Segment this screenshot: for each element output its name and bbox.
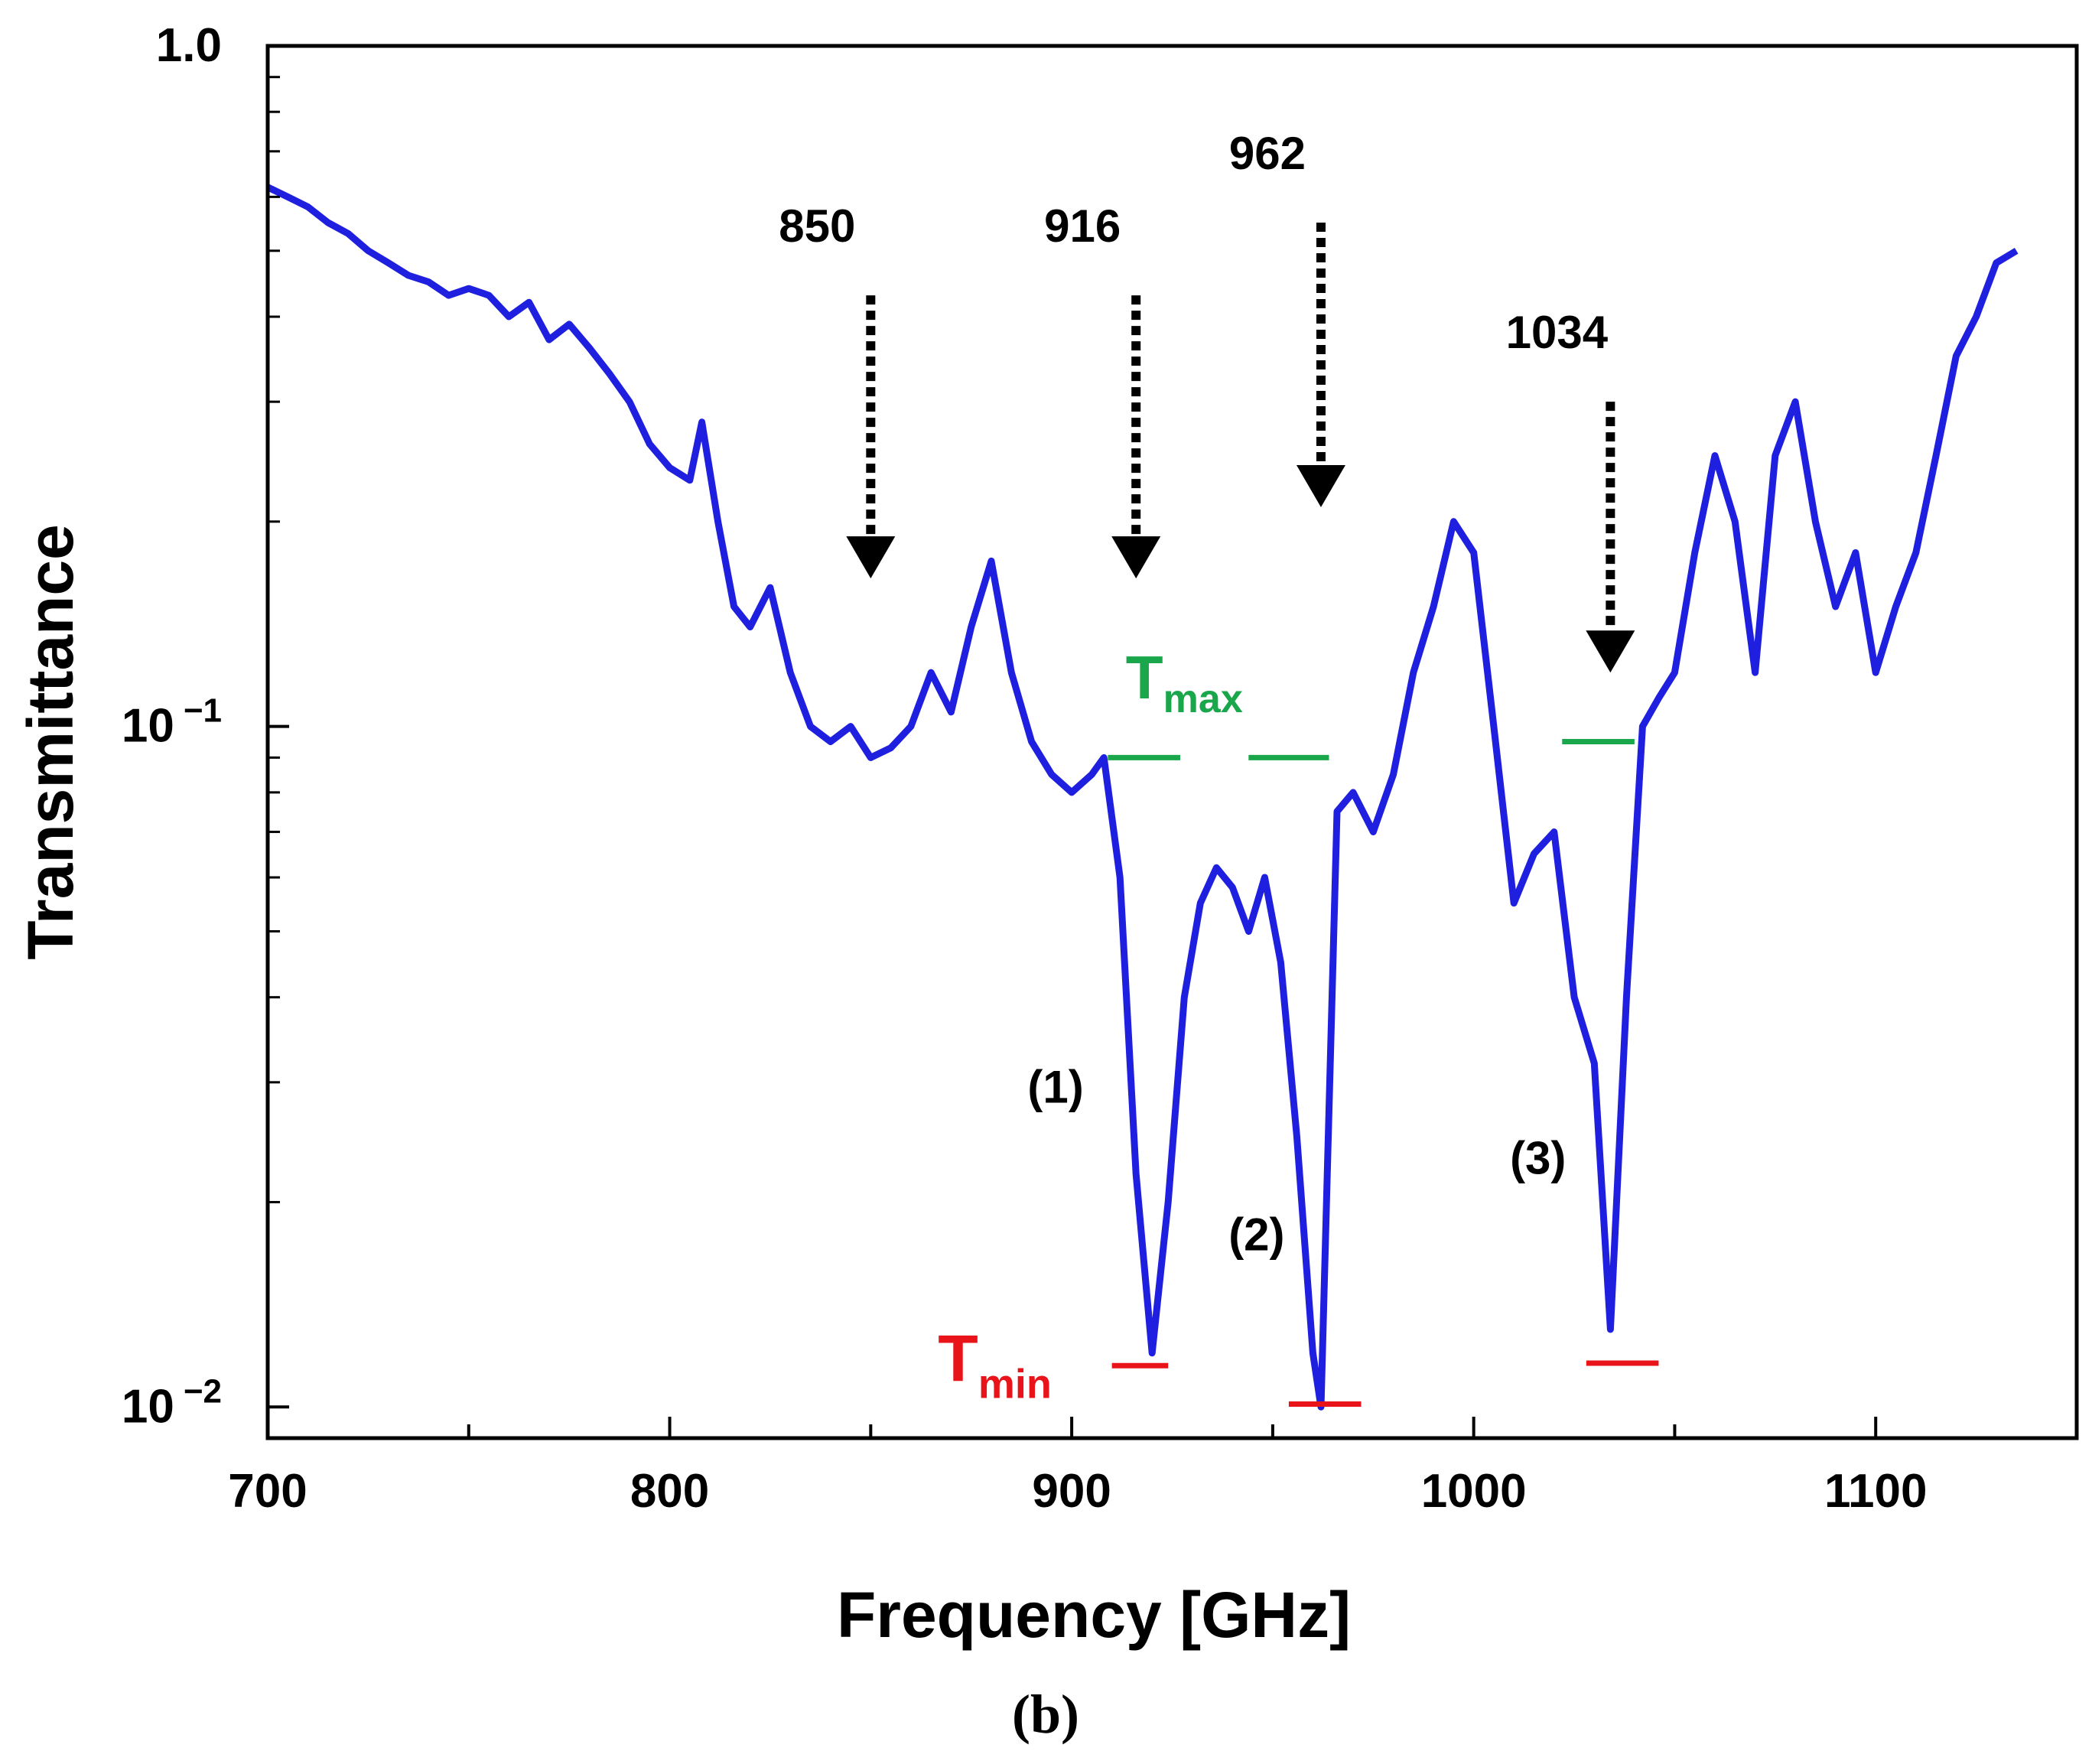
y-tick-base-1: 10: [122, 700, 174, 753]
tmin-label: Tmin: [938, 1322, 1052, 1407]
data-layer: [266, 184, 2019, 1411]
x-tick-label-1100: 1100: [1824, 1465, 1928, 1518]
y-tick-base-0: 1.0: [156, 19, 222, 72]
arrow-962: [1296, 222, 1345, 507]
dip-label-2: (2): [1228, 1209, 1284, 1260]
arrow-label-850: 850: [779, 200, 855, 252]
x-tick-label-1000: 1000: [1421, 1465, 1527, 1518]
x-tick-label-700: 700: [228, 1465, 307, 1518]
arrow-head-850: [846, 536, 896, 579]
y-tick-label-0: 1.0: [156, 19, 222, 72]
y-tick-exponent-1: −1: [184, 692, 222, 730]
y-tick-label-1: 10 −1: [122, 692, 222, 753]
series-line-0: [266, 184, 2019, 1411]
arrow-850: [846, 295, 896, 579]
y-tick-label-2: 10 −2: [122, 1372, 222, 1433]
arrow-label-1034: 1034: [1506, 307, 1609, 358]
y-tick-base-2: 10: [122, 1380, 174, 1433]
arrow-label-962: 962: [1229, 128, 1306, 179]
arrow-head-1034: [1586, 630, 1635, 673]
tmin-label-main: T: [938, 1322, 978, 1395]
tmax-label-main: T: [1126, 643, 1163, 711]
tmax-label-sub: max: [1163, 677, 1243, 721]
x-tick-label-900: 900: [1032, 1465, 1111, 1518]
tmax-label: Tmax: [1126, 643, 1243, 721]
tmin-label-sub: min: [978, 1361, 1052, 1407]
arrow-head-962: [1296, 464, 1345, 507]
dip-label-3: (3): [1510, 1133, 1566, 1184]
dip-label-1: (1): [1027, 1061, 1083, 1112]
y-axis-title: Transmittance: [15, 524, 86, 960]
figure-caption: (b): [1012, 1684, 1079, 1745]
plot-frame: [265, 44, 2079, 1440]
x-tick-label-800: 800: [630, 1465, 709, 1518]
arrow-label-916: 916: [1044, 200, 1121, 252]
axes-layer: 700 800 900 1000 1100 1.0 10 −1 10 −2: [122, 19, 1928, 1518]
arrow-916: [1111, 295, 1161, 579]
arrow-1034: [1586, 402, 1635, 673]
arrow-head-916: [1111, 536, 1161, 579]
x-axis-title: Frequency [GHz]: [837, 1579, 1351, 1651]
y-tick-exponent-2: −2: [184, 1372, 222, 1410]
